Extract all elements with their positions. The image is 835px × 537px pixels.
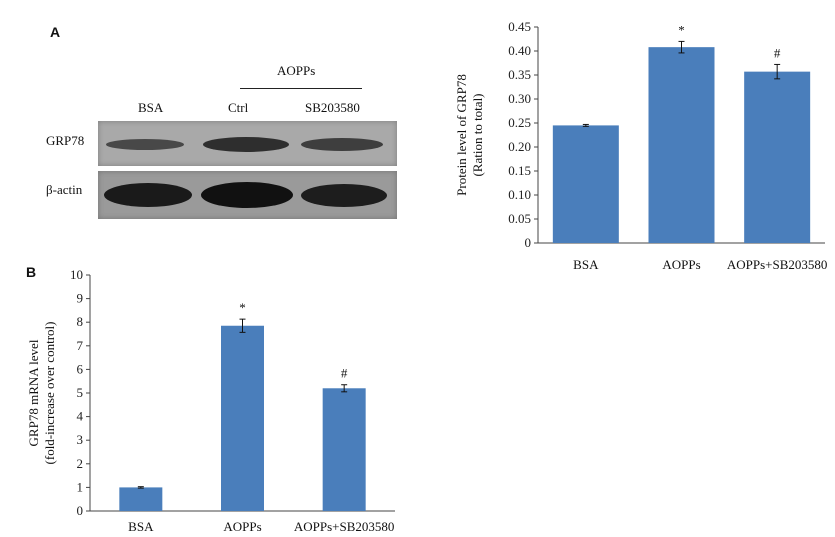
blot-group-line xyxy=(240,88,362,89)
chart-b-bar xyxy=(119,487,163,511)
chart-a-y-tick-label: 0 xyxy=(525,235,532,250)
chart-a-y-tick-label: 0.20 xyxy=(508,139,531,154)
band-actin-ctrl xyxy=(201,182,293,208)
chart-a-y-tick-label: 0.45 xyxy=(508,19,531,34)
chart-b-y-tick-label: 1 xyxy=(77,479,84,494)
chart-b-y-tick-label: 0 xyxy=(77,503,84,518)
chart-b-y-tick-label: 9 xyxy=(77,291,84,306)
chart-a-bar xyxy=(648,47,715,243)
chart-b-category-label: AOPPs+SB203580 xyxy=(294,519,395,534)
chart-a-y-axis-label-sub: (Ration to total) xyxy=(470,93,485,176)
blot-strip-beta-actin xyxy=(98,171,397,219)
chart-a-bar xyxy=(744,71,811,243)
chart-a-y-tick-label: 0.25 xyxy=(508,115,531,130)
band-actin-bsa xyxy=(104,183,192,207)
chart-b-y-tick-label: 6 xyxy=(77,361,84,376)
band-actin-sb203580 xyxy=(301,184,387,207)
band-grp78-sb203580 xyxy=(301,138,383,151)
chart-a-y-tick-label: 0.05 xyxy=(508,211,531,226)
chart-b-y-tick-label: 2 xyxy=(77,456,84,471)
chart-a-category-label: BSA xyxy=(573,257,599,272)
chart-a-y-tick-label: 0.15 xyxy=(508,163,531,178)
chart-a-category-label: AOPPs+SB203580 xyxy=(727,257,828,272)
row-label-beta-actin: β-actin xyxy=(46,182,83,197)
lane-label-bsa: BSA xyxy=(138,100,164,115)
chart-b-significance-mark: # xyxy=(341,366,348,381)
panel-label-b: B xyxy=(26,264,37,280)
chart-b-y-tick-label: 8 xyxy=(77,314,84,329)
chart-a-significance-mark: # xyxy=(774,45,781,60)
band-grp78-ctrl xyxy=(203,137,289,152)
chart-b-category-label: BSA xyxy=(128,519,154,534)
chart-b-bar xyxy=(322,388,366,511)
chart-a-y-tick-label: 0.10 xyxy=(508,187,531,202)
chart-b-y-tick-label: 7 xyxy=(77,338,84,353)
chart-b-y-axis-label-sub: (fold-increase over control) xyxy=(42,322,57,465)
chart-a-bar xyxy=(552,125,619,243)
chart-b-y-axis-label: GRP78 mRNA level xyxy=(26,339,41,446)
chart-b-significance-mark: * xyxy=(239,300,246,315)
lane-label-sb203580: SB203580 xyxy=(305,100,360,115)
chart-b-y-tick-label: 10 xyxy=(70,267,83,282)
chart-b-category-label: AOPPs xyxy=(223,519,261,534)
blot-group-label: AOPPs xyxy=(277,63,316,78)
chart-b-bar xyxy=(221,325,264,511)
chart-b-y-tick-label: 4 xyxy=(77,409,84,424)
chart-b-y-tick-label: 5 xyxy=(77,385,84,400)
chart-a-y-tick-label: 0.30 xyxy=(508,91,531,106)
band-grp78-bsa xyxy=(106,139,184,150)
lane-label-ctrl: Ctrl xyxy=(228,100,249,115)
chart-a-significance-mark: * xyxy=(678,22,685,37)
protein-level-chart: 0 0.05 0.10 0.15 0.20 0.25 0.30 0.35 0.40 0.45 BSA… xyxy=(454,19,828,272)
panel-label-a: A xyxy=(50,24,61,40)
mrna-level-chart: 0 1 2 3 4 5 6 7 8 9 10 BSA * AOPPs # AOPPs+SB203580 GRP7… xyxy=(26,267,395,534)
blot-strip-grp78 xyxy=(98,121,397,166)
chart-a-y-tick-label: 0.35 xyxy=(508,67,531,82)
chart-a-y-tick-label: 0.40 xyxy=(508,43,531,58)
chart-b-y-tick-label: 3 xyxy=(77,432,84,447)
chart-a-y-axis-label: Protein level of GRP78 xyxy=(454,74,469,196)
row-label-grp78: GRP78 xyxy=(46,133,85,148)
chart-a-category-label: AOPPs xyxy=(662,257,700,272)
